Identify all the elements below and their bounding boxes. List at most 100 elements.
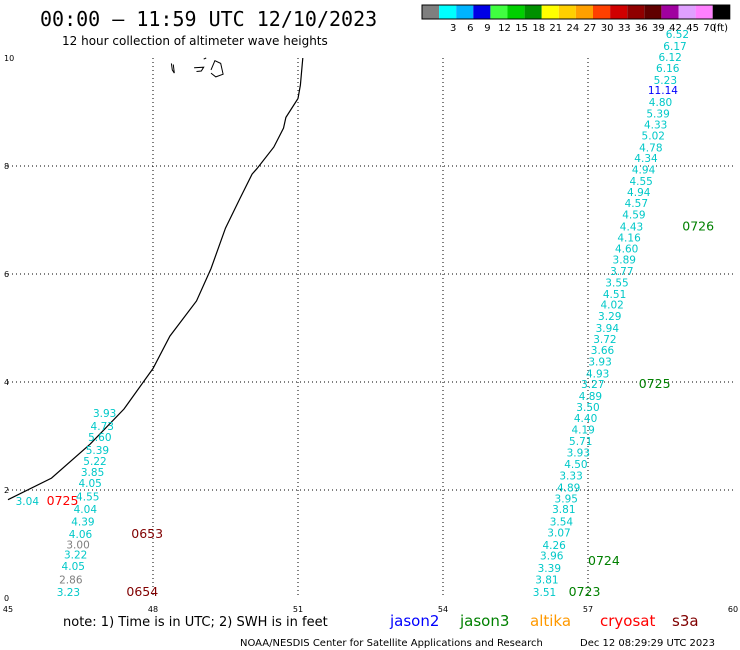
colorbar-swatch: [627, 5, 645, 19]
swh-point-cryosat: 3.93: [93, 408, 116, 420]
swh-point-jason3: 3.95: [555, 493, 578, 505]
x-tick-label: 45: [3, 605, 13, 614]
swh-point-cryosat: 5.60: [88, 432, 111, 444]
swh-point-cryosat: 3.00: [66, 539, 89, 551]
swh-point-cryosat: 4.04: [74, 504, 98, 516]
colorbar-tick-label: 39: [652, 23, 665, 34]
swh-point-jason3: 3.77: [610, 266, 633, 278]
swh-point-jason3: 4.89: [557, 483, 580, 495]
swh-point-jason3: 3.27: [581, 379, 604, 391]
swh-point-jason3: 4.55: [629, 176, 652, 188]
colorbar-swatch: [644, 5, 662, 19]
grid: [8, 58, 733, 598]
swh-point-jason3: 3.66: [591, 345, 615, 357]
swh-point-jason3: 3.93: [567, 448, 590, 460]
swh-point-jason3: 3.33: [559, 471, 582, 483]
colorbar-swatch: [661, 5, 679, 19]
x-tick-label: 54: [438, 605, 448, 614]
swh-point-cryosat: 3.04: [16, 496, 40, 508]
swh-point-cryosat: 4.05: [62, 561, 85, 573]
swh-point-jason3: 4.93: [586, 369, 609, 381]
swh-point-jason3: 4.19: [571, 424, 594, 436]
colorbar-tick-label: 21: [549, 23, 562, 34]
colorbar-swatch: [610, 5, 628, 19]
island-outline: [170, 63, 175, 74]
swh-point-jason3: 3.89: [613, 255, 636, 267]
swh-point-jason3: 4.59: [622, 209, 645, 221]
swh-point-jason3: 4.78: [639, 142, 662, 154]
swh-point-jason3: 6.52: [666, 29, 689, 41]
swh-point-jason3: 4.43: [620, 221, 643, 233]
island-outline: [210, 60, 224, 78]
coastline-path: [7, 57, 304, 501]
colorbar-tick-label: 15: [515, 23, 528, 34]
swh-point-jason3: 5.71: [569, 436, 592, 448]
footer-timestamp: Dec 12 08:29:29 UTC 2023: [580, 638, 715, 649]
y-tick-label: 10: [4, 54, 14, 63]
swh-point-jason3: 3.96: [540, 551, 564, 563]
time-label: 0723: [569, 584, 601, 599]
time-label: 0725: [639, 376, 671, 391]
swh-point-jason3: 4.94: [627, 187, 651, 199]
swh-point-jason3: 3.94: [596, 323, 620, 335]
y-tick-label: 0: [4, 594, 9, 603]
colorbar-tick-label: 33: [618, 23, 631, 34]
footer-note: note: 1) Time is in UTC; 2) SWH is in fe…: [63, 615, 328, 630]
swh-point-jason3: 5.39: [646, 108, 669, 120]
swh-point-jason3: 4.33: [644, 120, 667, 132]
colorbar-swatch: [678, 5, 696, 19]
colorbar-tick-label: 24: [567, 23, 580, 34]
x-tick-label: 60: [728, 605, 738, 614]
legend-item-jason2: jason2: [389, 612, 439, 630]
time-label: 0725: [47, 493, 79, 508]
swh-point-cryosat: 3.22: [64, 550, 87, 562]
colorbar-tick-label: 42: [669, 23, 682, 34]
swh-point-cryosat: 4.39: [71, 517, 94, 529]
y-tick-label: 6: [4, 270, 9, 279]
y-tick-label: 4: [4, 378, 9, 387]
swh-point-jason3: 3.93: [588, 356, 611, 368]
swh-point-cryosat: 3.23: [57, 587, 80, 599]
colorbar-tick-label: 30: [601, 23, 614, 34]
colorbar-swatch: [422, 5, 440, 19]
swh-point-jason3: 4.02: [600, 300, 623, 312]
colorbar-tick-label: 3: [450, 23, 456, 34]
swh-point-jason3: 3.81: [552, 504, 575, 516]
colorbar-tick-label: 36: [635, 23, 648, 34]
swh-point-jason3: 4.50: [564, 459, 587, 471]
colorbar-swatch: [524, 5, 542, 19]
colorbar-swatch: [473, 5, 491, 19]
colorbar-tick-label: 70: [703, 23, 716, 34]
legend: jason2 jason3 altika cryosat s3a: [389, 612, 699, 630]
swh-point-jason3: 5.02: [642, 131, 665, 143]
swh-point-jason3: 3.55: [605, 277, 628, 289]
time-label: 0726: [682, 218, 714, 233]
swh-point-jason3: 4.40: [574, 413, 597, 425]
swh-point-jason3: 3.29: [598, 311, 621, 323]
swh-point-jason3: 4.94: [632, 165, 656, 177]
y-tick-label: 8: [4, 162, 9, 171]
axis-ticks: 45 48 51 54 57 60 0 2 4 6 8 10: [3, 54, 738, 614]
swh-point-jason3: 6.17: [663, 41, 686, 53]
time-label: 0653: [131, 526, 163, 541]
colorbar-swatch: [575, 5, 593, 19]
colorbar-tick-label: 45: [686, 23, 699, 34]
x-tick-label: 48: [148, 605, 158, 614]
swh-point-cryosat: 2.86: [59, 574, 83, 586]
colorbar-tick-label: 12: [498, 23, 511, 34]
swh-point-cryosat: 5.22: [83, 456, 106, 468]
swh-point-cryosat: 4.55: [76, 491, 99, 503]
swh-point-jason3: 4.26: [542, 540, 566, 552]
legend-item-altika: altika: [530, 612, 571, 630]
swh-point-jason3: 3.72: [593, 334, 616, 346]
swh-point-jason3: 5.23: [654, 75, 677, 87]
swh-point-cryosat: 5.39: [86, 445, 109, 457]
chart-title: 00:00 – 11:59 UTC 12/10/2023: [40, 7, 377, 31]
island-outline: [194, 66, 205, 72]
time-label: 0724: [588, 553, 620, 568]
chart-subtitle: 12 hour collection of altimeter wave hei…: [62, 34, 328, 48]
colorbar-swatch: [456, 5, 474, 19]
swh-point-cryosat: 4.05: [78, 478, 101, 490]
swh-point-jason3: 4.34: [634, 153, 658, 165]
